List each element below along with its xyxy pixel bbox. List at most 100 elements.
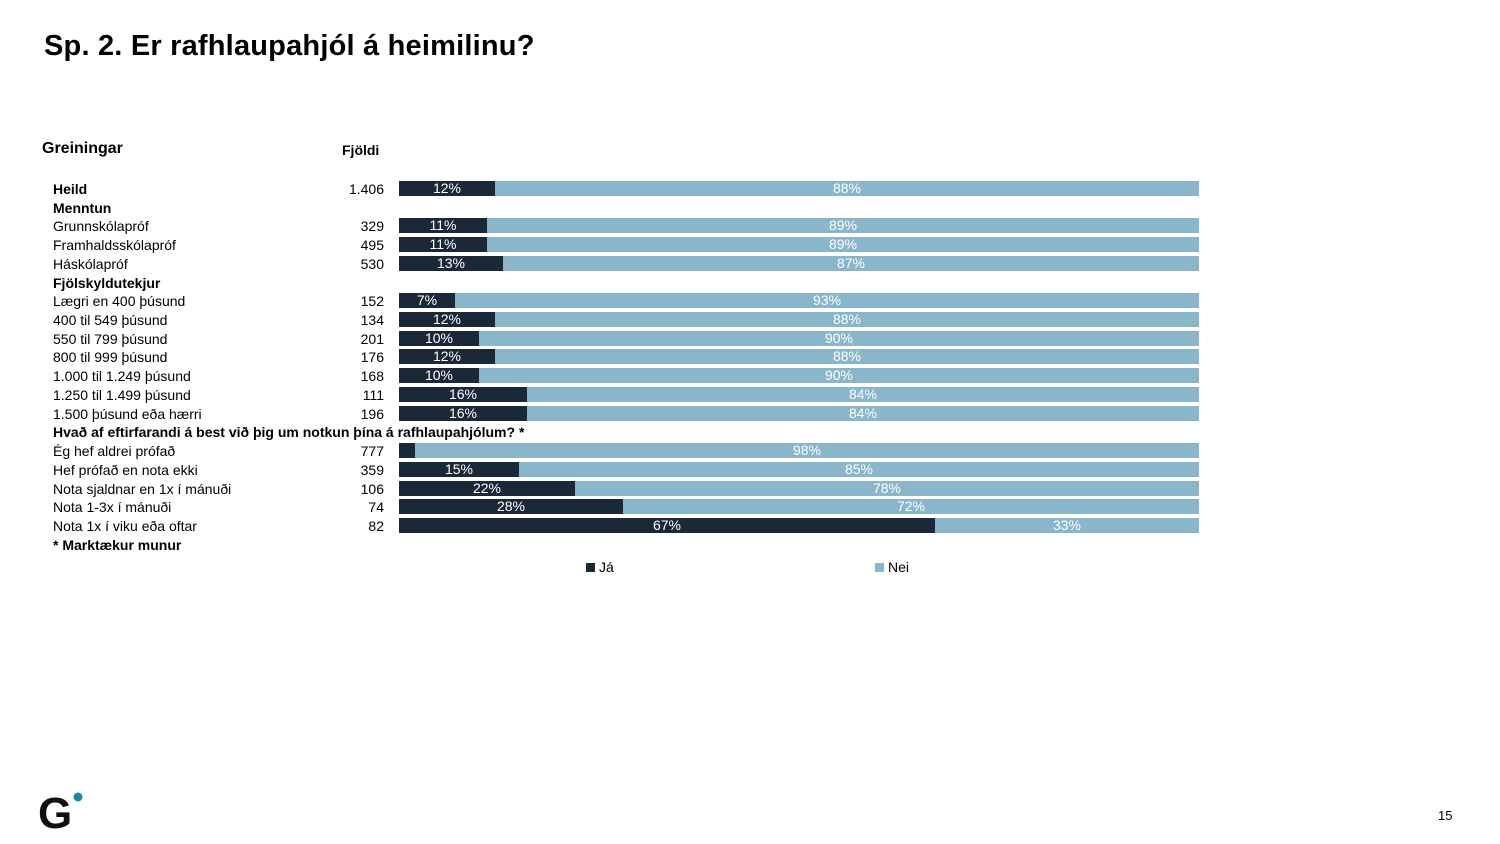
data-label-nei: 88% (832, 311, 862, 328)
data-label-nei: 72% (896, 498, 926, 515)
data-label-nei: 93% (812, 292, 842, 309)
row-label: Heild (53, 181, 88, 197)
chart-row: Framhaldsskólapróf 495 11% 89% (0, 236, 1500, 255)
data-label-ja: 10% (424, 329, 454, 346)
data-label-ja: 28% (496, 498, 526, 515)
chart-row: 1.250 til 1.499 þúsund 111 16% 84% (0, 386, 1500, 405)
chart-row: Nota 1-3x í mánuði 74 28% 72% (0, 498, 1500, 517)
section-label: Menntun (53, 199, 112, 216)
data-label-nei: 78% (872, 479, 902, 496)
legend-label-nei: Nei (888, 559, 910, 575)
bar-segment-nei: 89% (487, 236, 1199, 253)
stacked-bar: 12% 88% (399, 311, 1199, 328)
row-count: 495 (360, 237, 384, 254)
stacked-bar: 13% 87% (399, 254, 1199, 271)
data-label-nei: 90% (824, 329, 854, 346)
row-label: 1.250 til 1.499 þúsund (53, 386, 191, 403)
stacked-bar: 98% (399, 442, 1199, 459)
row-label: 1.000 til 1.249 þúsund (53, 368, 191, 385)
data-label-ja: 16% (448, 385, 478, 402)
stacked-bar: 16% 84% (399, 385, 1199, 402)
data-label-nei: 84% (848, 385, 878, 402)
data-label-ja: 12% (432, 311, 462, 328)
legend-swatch-ja (586, 562, 595, 572)
data-label-ja: 15% (444, 460, 474, 477)
bar-segment-ja: 16% (399, 405, 527, 421)
row-count: 106 (360, 480, 384, 497)
row-label: Lægri en 400 þúsund (53, 293, 186, 310)
company-logo: G (38, 788, 86, 838)
stacked-bar: 12% 88% (399, 348, 1199, 365)
row-count: 196 (360, 405, 384, 422)
bar-segment-nei: 85% (519, 460, 1199, 477)
section-label: * Marktækur munur (53, 536, 182, 553)
section-header: Hvað af eftirfarandi á best við þig um n… (0, 423, 1500, 442)
data-label-nei: 85% (844, 460, 874, 477)
data-label-nei: 33% (1052, 516, 1082, 533)
chart-row: 400 til 549 þúsund 134 12% 88% (0, 311, 1500, 330)
data-label-ja: 22% (472, 479, 502, 496)
bar-segment-ja: 12% (399, 348, 495, 365)
chart-row: 550 til 799 þúsund 201 10% 90% (0, 330, 1500, 349)
chart-row: Grunnskólapróf 329 11% 89% (0, 217, 1500, 236)
stacked-bar: 67% 33% (399, 516, 1199, 533)
bar-segment-ja: 10% (399, 329, 479, 346)
row-count: 359 (360, 461, 384, 478)
section-header: Menntun (0, 199, 1500, 218)
data-label-ja: 11% (429, 217, 457, 234)
bar-segment-ja: 11% (399, 237, 487, 253)
data-label-nei: 89% (828, 236, 858, 253)
bar-segment-ja: 13% (399, 254, 503, 271)
stacked-bar: 10% 90% (399, 329, 1199, 346)
row-count: 530 (360, 255, 384, 272)
row-label: Hef prófað en nota ekki (53, 461, 198, 478)
data-label-nei: 84% (848, 404, 878, 421)
chart-row: Háskólapróf 530 13% 87% (0, 255, 1500, 274)
bar-segment-nei: 90% (479, 329, 1199, 346)
bar-segment-nei: 88% (495, 311, 1199, 328)
page-number: 15 (1438, 808, 1453, 823)
chart-row: 800 til 999 þúsund 176 12% 88% (0, 348, 1500, 367)
count-header: Fjöldi (342, 142, 380, 158)
section-header: * Marktækur munur (0, 536, 1500, 555)
row-label: 800 til 999 þúsund (53, 349, 168, 366)
logo-icon: G (38, 789, 83, 838)
bar-segment-nei: 88% (495, 348, 1199, 365)
row-label: 550 til 799 þúsund (53, 330, 168, 347)
data-label-ja: 13% (436, 254, 466, 271)
data-label-nei: 89% (828, 217, 858, 234)
bar-segment-nei: 84% (527, 404, 1199, 421)
bar-segment-nei: 90% (479, 368, 1199, 384)
stacked-bar: 15% 85% (399, 460, 1199, 477)
bar-segment-ja: 67% (399, 517, 935, 533)
bar-segment-ja: 22% (399, 479, 575, 496)
chart-row: Lægri en 400 þúsund 152 7% 93% (0, 292, 1500, 311)
row-count: 152 (360, 293, 384, 310)
data-label-ja: 10% (424, 367, 454, 384)
data-label-ja: 12% (432, 180, 462, 196)
data-label-ja: 12% (432, 348, 462, 365)
data-label-nei: 88% (832, 348, 862, 365)
stacked-bar: 28% 72% (399, 498, 1199, 515)
bar-segment-nei: 93% (455, 292, 1199, 309)
row-label: Nota 1-3x í mánuði (53, 499, 172, 516)
row-label: 1.500 þúsund eða hærri (53, 405, 202, 422)
bar-segment-nei: 88% (495, 181, 1199, 196)
analysis-header: Greiningar (42, 140, 123, 157)
bar-segment-nei: 98% (415, 442, 1199, 459)
bar-segment-ja: 7% (399, 293, 455, 309)
bar-segment-ja: 16% (399, 385, 527, 402)
row-count: 201 (360, 330, 384, 347)
data-label-nei: 88% (832, 180, 862, 196)
chart-row: 1.000 til 1.249 þúsund 168 10% 90% (0, 367, 1500, 386)
stacked-bar: 22% 78% (399, 479, 1199, 496)
row-count: 134 (360, 312, 384, 329)
bar-segment-nei: 33% (935, 516, 1199, 533)
row-count: 777 (360, 443, 384, 460)
row-count: 111 (362, 386, 384, 403)
data-label-nei: 98% (792, 442, 822, 459)
row-count: 176 (360, 349, 384, 366)
section-label: Fjölskyldutekjur (53, 274, 161, 291)
legend-item-ja: Já (586, 559, 614, 575)
row-label: Grunnskólapróf (53, 218, 149, 235)
